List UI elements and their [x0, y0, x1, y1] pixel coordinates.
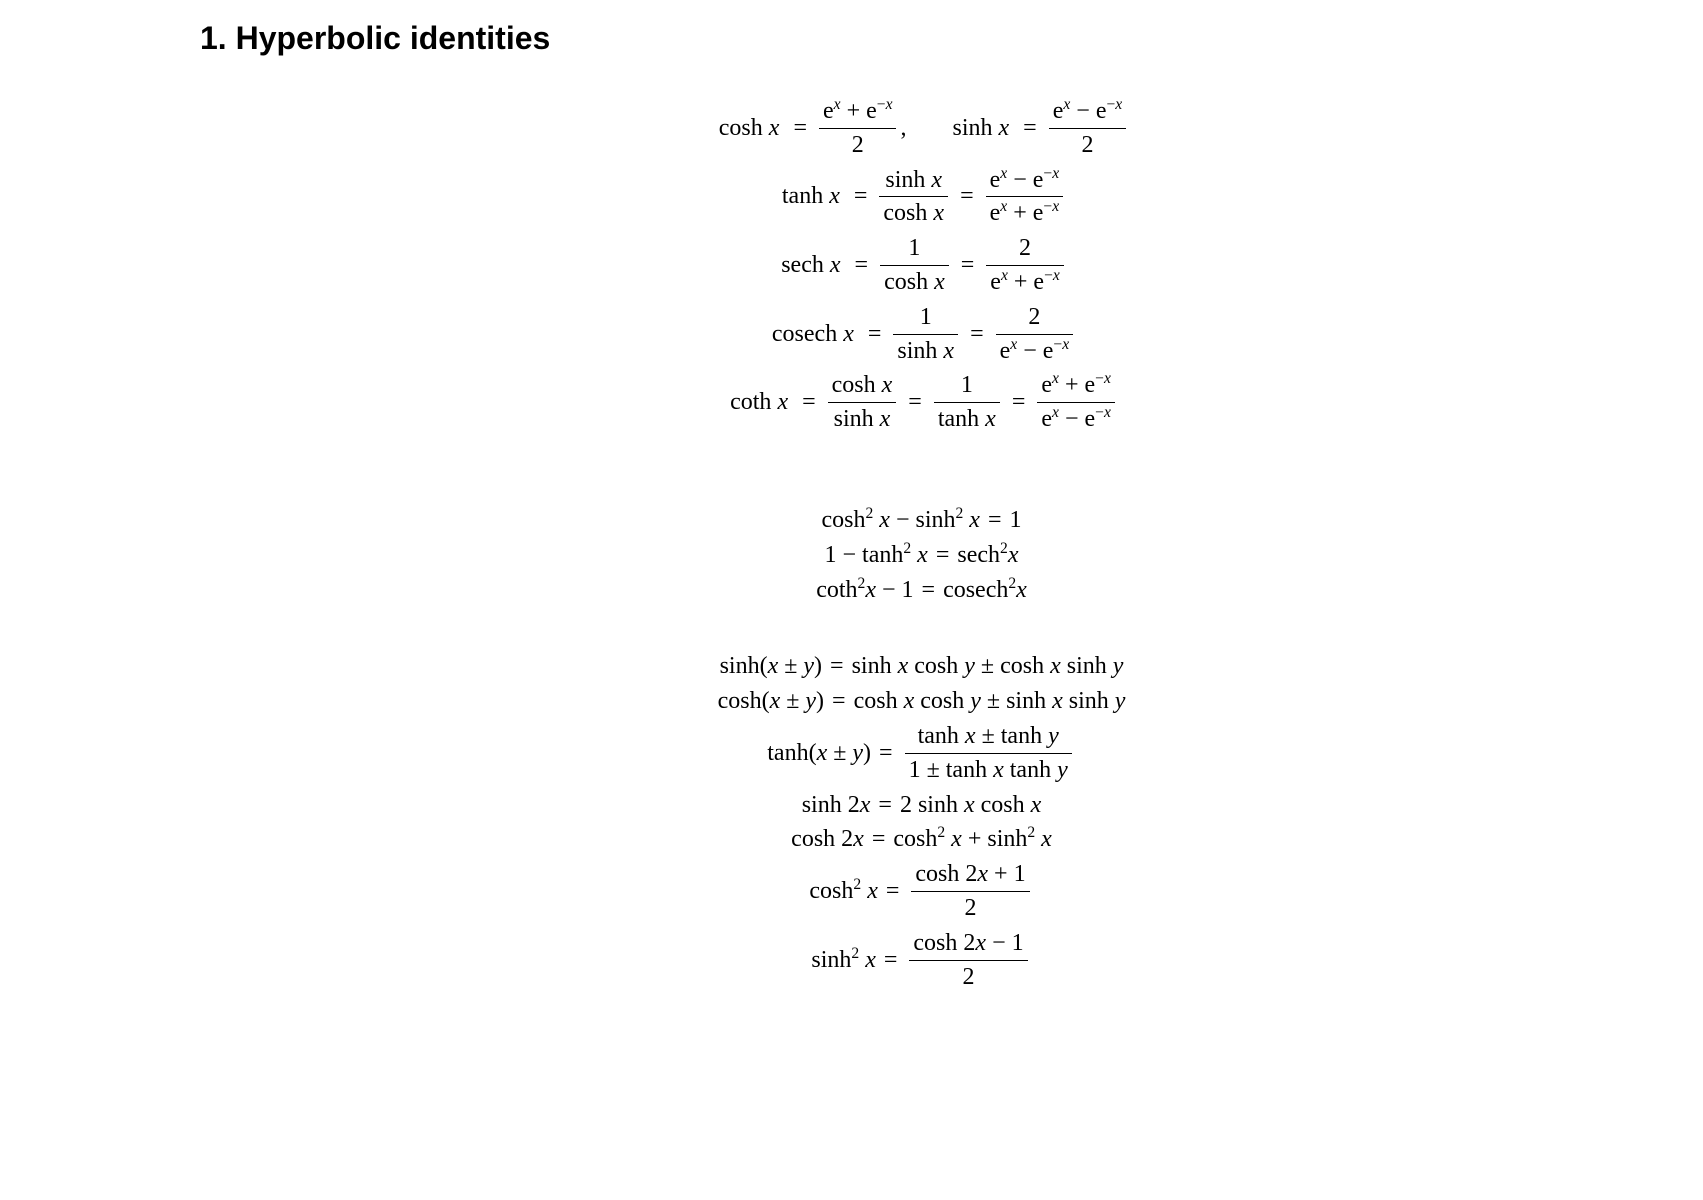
eq-cosech: cosech x = 1 sinh x = 2 ex − e−x: [200, 303, 1643, 366]
cosh-sq-lhs: cosh2 x: [809, 877, 877, 906]
pyth3-rhs: cosech2x: [943, 576, 1027, 605]
pyth1-lhs: cosh2 x − sinh2 x: [822, 506, 980, 535]
eq-cosh-sq: cosh2 x = cosh 2x + 1 2: [200, 860, 1643, 923]
pyth3-lhs: coth2x − 1: [816, 576, 913, 605]
sinh-rhs: ex − e−x 2: [1049, 97, 1127, 160]
equals-sign: =: [785, 114, 815, 143]
cosh-sum-lhs: cosh(x ± y): [718, 687, 824, 716]
eq-sinh-2x: sinh 2x = 2 sinh x cosh x: [200, 791, 1643, 820]
eq-tanh: tanh x = sinh x cosh x = ex − e−x ex + e…: [200, 166, 1643, 229]
tanh-lhs: tanh x: [776, 182, 846, 211]
coth-step2: 1 tanh x: [934, 371, 1000, 434]
eq-sinh-sum: sinh(x ± y) = sinh x cosh y ± cosh x sin…: [200, 652, 1643, 681]
coth-step1: cosh x sinh x: [828, 371, 897, 434]
addition-block: sinh(x ± y) = sinh x cosh y ± cosh x sin…: [200, 652, 1643, 991]
cosech-step2: 2 ex − e−x: [996, 303, 1074, 366]
pyth2-lhs: 1 − tanh2 x: [825, 541, 928, 570]
pyth2-rhs: sech2x: [957, 541, 1018, 570]
eq-pyth-2: 1 − tanh2 x = sech2x: [200, 541, 1643, 570]
eq-cosh-sum: cosh(x ± y) = cosh x cosh y ± sinh x sin…: [200, 687, 1643, 716]
eq-pyth-3: coth2x − 1 = cosech2x: [200, 576, 1643, 605]
tanh-sum-lhs: tanh(x ± y): [767, 739, 871, 768]
sinh-2x-rhs: 2 sinh x cosh x: [900, 791, 1041, 820]
comma: ,: [900, 114, 906, 143]
eq-sinh-sq: sinh2 x = cosh 2x − 1 2: [200, 929, 1643, 992]
cosh-2x-rhs: cosh2 x + sinh2 x: [893, 825, 1051, 854]
tanh-sum-rhs: tanh x ± tanh y 1 ± tanh x tanh y: [905, 722, 1072, 785]
pythagorean-block: cosh2 x − sinh2 x = 1 1 − tanh2 x = sech…: [200, 506, 1643, 604]
cosh-sq-rhs: cosh 2x + 1 2: [911, 860, 1029, 923]
tanh-step1: sinh x cosh x: [879, 166, 948, 229]
sinh-2x-lhs: sinh 2x: [802, 791, 871, 820]
eq-cosh-2x: cosh 2x = cosh2 x + sinh2 x: [200, 825, 1643, 854]
eq-sech: sech x = 1 cosh x = 2 ex + e−x: [200, 234, 1643, 297]
sinh-sum-lhs: sinh(x ± y): [720, 652, 822, 681]
sinh-sq-rhs: cosh 2x − 1 2: [909, 929, 1027, 992]
eq-tanh-sum: tanh(x ± y) = tanh x ± tanh y 1 ± tanh x…: [200, 722, 1643, 785]
page: 1. Hyperbolic identities cosh x = ex + e…: [0, 0, 1703, 1200]
sech-step1: 1 cosh x: [880, 234, 949, 297]
coth-step3: ex + e−x ex − e−x: [1037, 371, 1115, 434]
sinh-lhs: sinh x: [946, 114, 1015, 143]
cosh-2x-lhs: cosh 2x: [791, 825, 864, 854]
coth-lhs: coth x: [724, 388, 794, 417]
section-title: 1. Hyperbolic identities: [200, 20, 1643, 57]
cosh-lhs: cosh x: [713, 114, 786, 143]
sech-lhs: sech x: [775, 251, 846, 280]
eq-cosh-sinh: cosh x = ex + e−x 2 , sinh x = ex − e−x …: [200, 97, 1643, 160]
pyth1-rhs: 1: [1010, 506, 1022, 535]
cosech-step1: 1 sinh x: [893, 303, 958, 366]
cosh-sum-rhs: cosh x cosh y ± sinh x sinh y: [854, 687, 1126, 716]
sinh-sum-rhs: sinh x cosh y ± cosh x sinh y: [852, 652, 1124, 681]
eq-coth: coth x = cosh x sinh x = 1 tanh x = ex +…: [200, 371, 1643, 434]
eq-pyth-1: cosh2 x − sinh2 x = 1: [200, 506, 1643, 535]
cosh-rhs: ex + e−x 2: [819, 97, 897, 160]
cosech-lhs: cosech x: [766, 320, 860, 349]
tanh-step2: ex − e−x ex + e−x: [986, 166, 1064, 229]
sech-step2: 2 ex + e−x: [986, 234, 1064, 297]
equals-sign: =: [1015, 114, 1045, 143]
sinh-sq-lhs: sinh2 x: [811, 946, 875, 975]
definitions-block: cosh x = ex + e−x 2 , sinh x = ex − e−x …: [200, 97, 1643, 434]
